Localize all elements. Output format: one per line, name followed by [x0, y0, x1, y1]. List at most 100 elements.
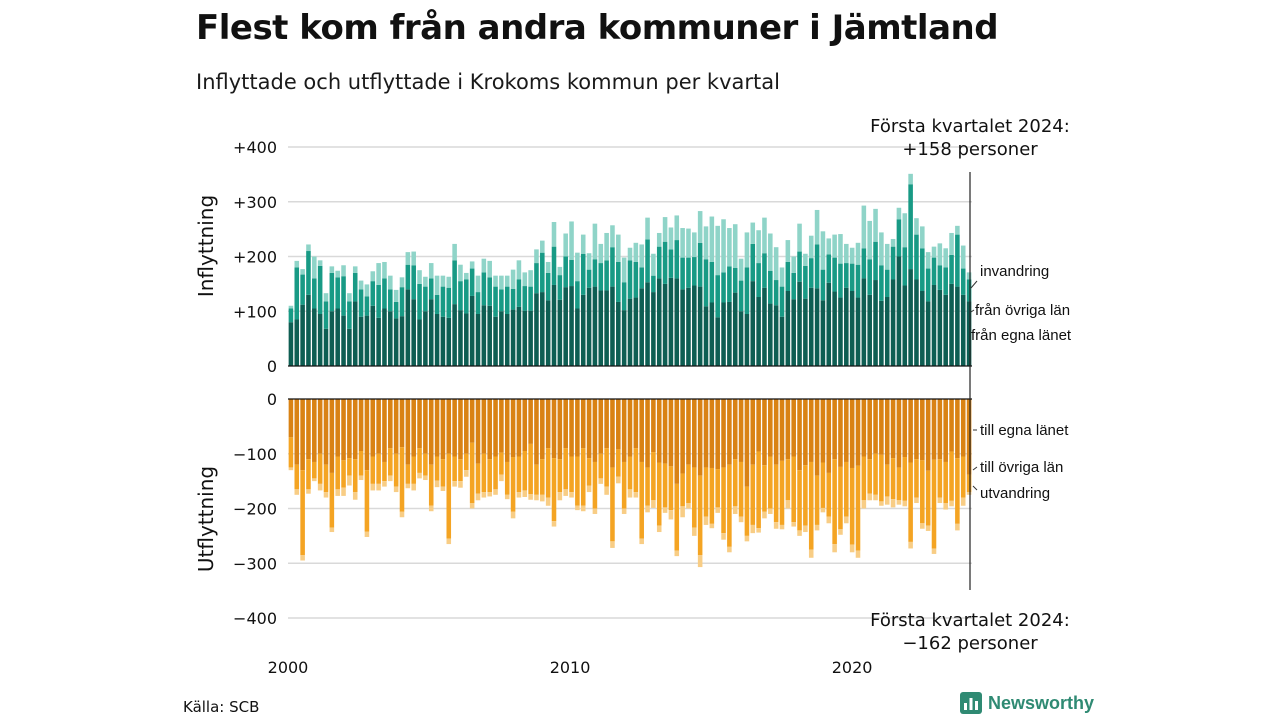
bar-segment	[393, 399, 399, 454]
bar-segment	[721, 219, 726, 273]
bar-segment	[744, 486, 750, 536]
bar-segment	[580, 448, 586, 506]
bar-segment	[814, 524, 820, 531]
bar-segment	[358, 280, 364, 290]
bar-segment	[896, 467, 902, 501]
bar-segment	[458, 459, 463, 482]
bar-segment	[440, 275, 446, 287]
bar-segment	[943, 461, 948, 504]
bar-segment	[920, 248, 925, 291]
bar-segment	[820, 399, 826, 463]
bar-segment	[370, 456, 376, 484]
bar-segment	[674, 278, 680, 366]
bar-segment	[814, 288, 820, 366]
bar-segment	[341, 399, 346, 461]
bar-segment	[955, 225, 960, 235]
bar-segment	[423, 286, 428, 312]
bar-segment	[563, 399, 568, 449]
bar-segment	[621, 282, 627, 311]
bar-segment	[312, 478, 317, 482]
bar-segment	[902, 285, 908, 366]
bar-segment	[668, 277, 674, 366]
bar-segment	[709, 216, 715, 262]
bar-segment	[738, 311, 744, 366]
bar-segment	[808, 549, 814, 558]
bar-segment	[721, 399, 726, 468]
bar-segment	[469, 442, 475, 504]
chart-subtitle: Inflyttade och utflyttade i Krokoms komm…	[196, 70, 780, 94]
bar-segment	[844, 287, 849, 366]
bar-segment	[779, 316, 785, 366]
bar-segment	[405, 264, 411, 290]
bar-segment	[943, 399, 948, 462]
bar-segment	[294, 489, 300, 495]
bar-segment	[651, 253, 656, 276]
y-tick-label: 0	[267, 357, 277, 376]
bar-segment	[306, 489, 311, 494]
bar-segment	[446, 276, 452, 288]
bar-segment	[323, 293, 329, 302]
y-tick-label: −100	[233, 445, 277, 464]
bar-segment	[598, 478, 604, 484]
bar-segment	[750, 222, 756, 244]
bar-segment	[417, 319, 422, 366]
bar-segment	[750, 524, 756, 534]
bar-segment	[797, 470, 802, 531]
bar-segment	[393, 318, 399, 366]
bar-segment	[738, 258, 744, 281]
bar-segment	[656, 462, 662, 526]
bar-segment	[925, 470, 931, 526]
bar-segment	[551, 521, 557, 527]
bar-segment	[808, 399, 814, 462]
bar-segment	[481, 272, 487, 306]
bar-segment	[756, 297, 761, 366]
bar-segment	[411, 456, 416, 484]
bar-segment	[692, 285, 697, 366]
bar-segment	[370, 281, 376, 306]
bar-segment	[364, 296, 370, 316]
bar-segment	[522, 310, 528, 366]
bar-segment	[797, 223, 802, 252]
newsworthy-logo[interactable]: Newsworthy	[960, 692, 1094, 714]
bar-segment	[890, 246, 896, 280]
bar-segment	[569, 399, 574, 457]
bar-segment	[516, 306, 522, 366]
bar-segment	[288, 399, 294, 438]
bar-segment	[627, 298, 633, 366]
bar-segment	[791, 256, 796, 273]
bar-segment	[323, 328, 329, 366]
bar-segment	[370, 305, 376, 366]
bar-segment	[803, 265, 808, 299]
bar-segment	[563, 448, 568, 490]
bar-segment	[955, 399, 960, 459]
bar-segment	[434, 313, 440, 366]
bar-segment	[773, 522, 779, 529]
bar-segment	[732, 292, 738, 366]
bar-segment	[744, 399, 750, 487]
bar-segment	[621, 399, 627, 462]
bar-segment	[481, 258, 487, 273]
bar-segment	[925, 525, 931, 531]
bar-segment	[826, 472, 832, 517]
bar-segment	[306, 399, 311, 460]
label-connector	[970, 309, 975, 313]
bar-segment	[569, 492, 574, 498]
bar-segment	[686, 503, 691, 509]
bar-segment	[890, 279, 896, 366]
bar-segment	[756, 528, 761, 533]
bar-segment	[937, 459, 943, 498]
bar-segment	[335, 308, 340, 366]
bar-segment	[458, 310, 463, 366]
bar-segment	[627, 399, 633, 457]
bar-segment	[417, 472, 422, 479]
bar-segment	[651, 292, 656, 366]
bar-segment	[428, 399, 434, 465]
bar-segment	[966, 399, 972, 475]
bar-segment	[902, 247, 908, 286]
bar-segment	[884, 297, 890, 366]
bar-segment	[440, 316, 446, 366]
source-label: Källa: SCB	[183, 698, 260, 716]
bar-segment	[686, 228, 691, 258]
bar-segment	[709, 523, 715, 529]
bar-segment	[493, 456, 498, 490]
